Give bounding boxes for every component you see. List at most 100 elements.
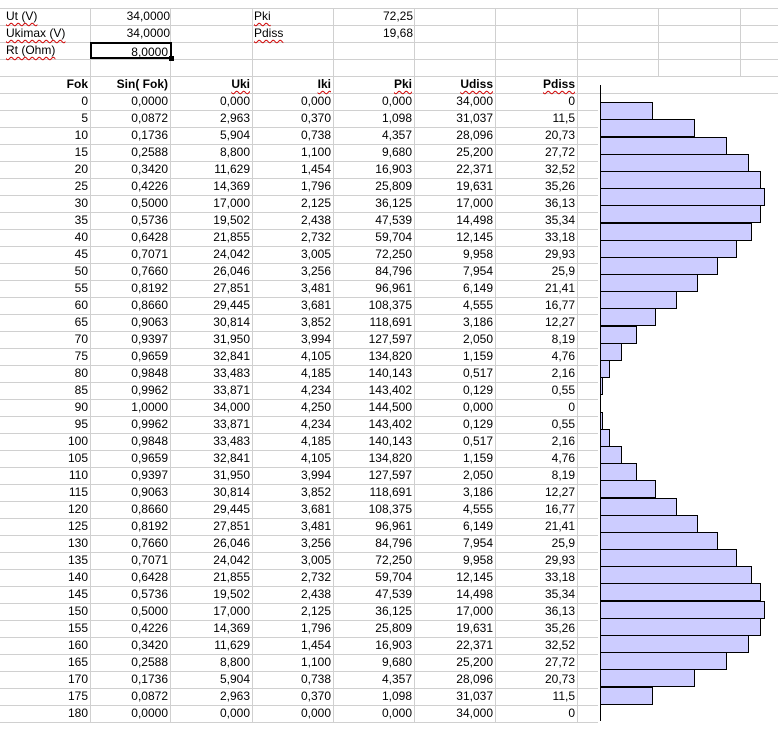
chart-bar[interactable] [600, 652, 727, 670]
table-cell[interactable]: 9,680 [381, 655, 412, 669]
table-cell[interactable]: 0,000 [219, 94, 250, 108]
table-cell[interactable]: 85 [74, 383, 88, 397]
table-cell[interactable]: 0,6428 [131, 230, 168, 244]
table-cell[interactable]: 25,200 [456, 145, 493, 159]
table-cell[interactable]: 33,871 [213, 417, 250, 431]
table-cell[interactable]: 28,096 [456, 672, 493, 686]
chart-bar[interactable] [600, 532, 718, 550]
table-cell[interactable]: 0,6428 [131, 570, 168, 584]
table-cell[interactable]: 1,796 [300, 179, 331, 193]
table-cell[interactable]: 0,9848 [131, 434, 168, 448]
table-cell[interactable]: 1,454 [300, 162, 331, 176]
table-cell[interactable]: 24,042 [213, 553, 250, 567]
table-cell[interactable]: 4,357 [381, 128, 412, 142]
table-cell[interactable]: 95 [74, 417, 88, 431]
table-cell[interactable]: 0,738 [300, 128, 331, 142]
table-cell[interactable]: 125 [67, 519, 88, 533]
table-cell[interactable]: 40 [74, 230, 88, 244]
table-cell[interactable]: 2,125 [300, 604, 331, 618]
table-cell[interactable]: 45 [74, 247, 88, 261]
table-cell[interactable]: 0,0000 [131, 94, 168, 108]
table-cell[interactable]: 35 [74, 213, 88, 227]
table-cell[interactable]: 0 [568, 400, 575, 414]
table-cell[interactable]: 9,958 [462, 247, 493, 261]
table-cell[interactable]: 143,402 [368, 383, 412, 397]
column-header[interactable]: Fok [66, 77, 88, 91]
table-cell[interactable]: 84,796 [375, 264, 412, 278]
table-cell[interactable]: 170 [67, 672, 88, 686]
table-cell[interactable]: 2,16 [551, 366, 575, 380]
column-header[interactable]: Uki [231, 77, 250, 91]
chart-bar[interactable] [600, 274, 698, 292]
table-cell[interactable]: 17,000 [456, 196, 493, 210]
table-cell[interactable]: 134,820 [368, 451, 412, 465]
table-cell[interactable]: 12,145 [456, 570, 493, 584]
table-cell[interactable]: 21,41 [544, 519, 575, 533]
table-cell[interactable]: 47,539 [375, 213, 412, 227]
table-cell[interactable]: 6,149 [462, 281, 493, 295]
table-cell[interactable]: 130 [67, 536, 88, 550]
param-value-cell[interactable]: 8,0000 [90, 42, 174, 61]
table-cell[interactable]: 1,159 [462, 349, 493, 363]
table-cell[interactable]: 127,597 [368, 332, 412, 346]
param-label[interactable]: Ukimax (V) [6, 26, 66, 40]
table-cell[interactable]: 59,704 [375, 230, 412, 244]
table-cell[interactable]: 12,27 [544, 315, 575, 329]
table-cell[interactable]: 22,371 [456, 638, 493, 652]
table-cell[interactable]: 31,037 [456, 689, 493, 703]
result-label[interactable]: Pdiss [254, 26, 284, 40]
table-cell[interactable]: 24,042 [213, 247, 250, 261]
chart-bar[interactable] [600, 463, 637, 481]
table-cell[interactable]: 0,55 [551, 383, 575, 397]
table-cell[interactable]: 27,72 [544, 655, 575, 669]
table-cell[interactable]: 80 [74, 366, 88, 380]
table-cell[interactable]: 0,517 [462, 366, 493, 380]
result-label[interactable]: Pki [254, 9, 271, 23]
table-cell[interactable]: 1,796 [300, 621, 331, 635]
table-cell[interactable]: 4,555 [462, 502, 493, 516]
table-cell[interactable]: 11,5 [552, 689, 575, 703]
table-cell[interactable]: 145 [67, 587, 88, 601]
table-cell[interactable]: 31,950 [213, 468, 250, 482]
table-cell[interactable]: 27,851 [213, 519, 250, 533]
table-cell[interactable]: 144,500 [368, 400, 412, 414]
table-cell[interactable]: 96,961 [375, 519, 412, 533]
table-cell[interactable]: 0,5736 [131, 587, 168, 601]
table-cell[interactable]: 0,9063 [131, 485, 168, 499]
table-cell[interactable]: 20,73 [544, 128, 575, 142]
table-cell[interactable]: 33,483 [213, 434, 250, 448]
table-cell[interactable]: 0,370 [300, 111, 331, 125]
table-cell[interactable]: 1,159 [462, 451, 493, 465]
table-cell[interactable]: 25,9 [551, 264, 575, 278]
table-cell[interactable]: 0,000 [219, 706, 250, 720]
table-cell[interactable]: 0,0872 [131, 111, 168, 125]
chart-bar[interactable] [600, 377, 603, 395]
table-cell[interactable]: 20,73 [544, 672, 575, 686]
table-cell[interactable]: 55 [74, 281, 88, 295]
table-cell[interactable]: 16,903 [375, 162, 412, 176]
table-cell[interactable]: 0,9962 [131, 383, 168, 397]
column-header[interactable]: Iki [317, 77, 331, 91]
table-cell[interactable]: 120 [67, 502, 88, 516]
table-cell[interactable]: 25,809 [375, 179, 412, 193]
table-cell[interactable]: 75 [74, 349, 88, 363]
table-cell[interactable]: 30 [74, 196, 88, 210]
table-cell[interactable]: 17,000 [456, 604, 493, 618]
table-cell[interactable]: 4,185 [300, 434, 331, 448]
table-cell[interactable]: 1,098 [381, 689, 412, 703]
table-cell[interactable]: 35,26 [544, 621, 575, 635]
chart-bar[interactable] [600, 412, 603, 430]
table-cell[interactable]: 0 [568, 706, 575, 720]
table-cell[interactable]: 19,631 [456, 621, 493, 635]
chart-bar[interactable] [600, 601, 765, 619]
table-cell[interactable]: 4,185 [300, 366, 331, 380]
table-cell[interactable]: 2,732 [300, 570, 331, 584]
table-cell[interactable]: 0,2588 [131, 145, 168, 159]
table-cell[interactable]: 21,41 [544, 281, 575, 295]
chart-bar[interactable] [600, 549, 737, 567]
table-cell[interactable]: 0,7660 [131, 264, 168, 278]
table-cell[interactable]: 21,855 [213, 570, 250, 584]
table-cell[interactable]: 8,800 [219, 145, 250, 159]
table-cell[interactable]: 34,000 [456, 94, 493, 108]
table-cell[interactable]: 3,852 [300, 315, 331, 329]
